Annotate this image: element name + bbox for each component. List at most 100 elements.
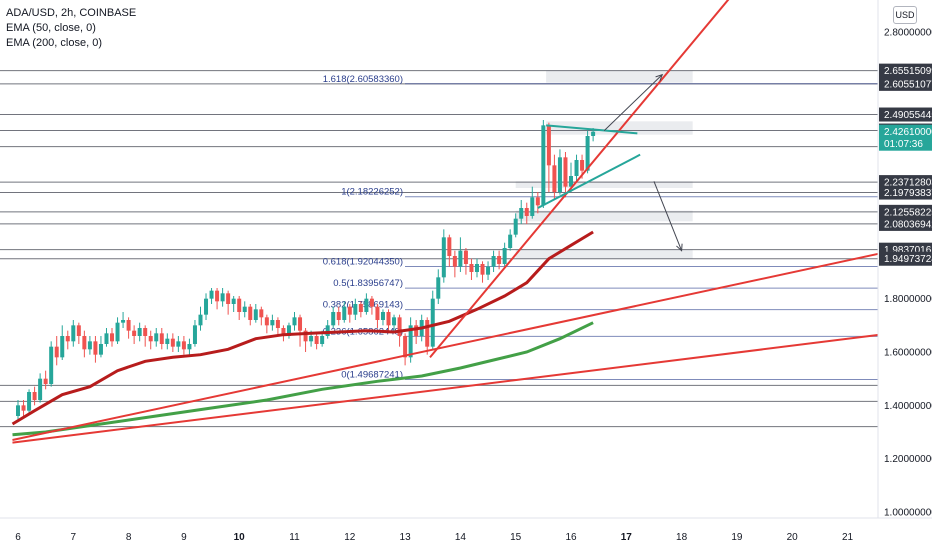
currency-button[interactable]: USD xyxy=(893,6,917,24)
candle-body xyxy=(380,312,385,320)
candle-body xyxy=(530,197,535,216)
time-axis[interactable]: 6 7 8 9 10 11 12 13 14 15 16 17 18 19 20 21 xyxy=(15,532,853,543)
candle-body xyxy=(259,309,264,318)
candle-body xyxy=(392,317,397,326)
price-tick-label: 1.00000000 xyxy=(884,508,932,519)
ema-50-label[interactable]: EMA (50, close, 0) xyxy=(6,22,96,34)
candle-body xyxy=(32,392,37,400)
candle-body xyxy=(82,336,87,350)
candle-body xyxy=(563,157,568,187)
time-tick-label: 14 xyxy=(455,532,467,543)
candle-body xyxy=(325,325,330,336)
candle-body xyxy=(541,125,546,206)
candle-body xyxy=(115,322,120,342)
price-tick-label: 1.60000000 xyxy=(884,348,932,359)
candle-body xyxy=(574,160,579,176)
candle-body xyxy=(580,160,585,171)
trendline xyxy=(537,153,641,209)
candle-body xyxy=(364,298,369,312)
price-tag-label: 2.49055445 xyxy=(884,110,932,121)
candle-body xyxy=(87,341,92,350)
candle-body xyxy=(452,256,457,267)
candle-body xyxy=(148,336,153,342)
candle-body xyxy=(414,325,419,336)
candle-body xyxy=(104,333,109,344)
price-tag-label: 2.42610000 xyxy=(884,127,932,138)
ema-50-line xyxy=(11,230,594,426)
candle-body xyxy=(347,306,352,315)
price-tag xyxy=(879,107,932,122)
price-tag xyxy=(879,124,932,151)
countdown-label: 01:07:36 xyxy=(884,139,923,150)
time-tick-label: 20 xyxy=(787,532,799,543)
candle-body xyxy=(303,330,308,342)
candle-body xyxy=(159,333,164,344)
candle-body xyxy=(491,256,496,267)
candle-body xyxy=(264,317,269,326)
candle-body xyxy=(209,290,214,299)
time-tick-label: 17 xyxy=(621,532,633,543)
time-tick-label: 15 xyxy=(510,532,522,543)
candle-body xyxy=(237,298,242,312)
candle-body xyxy=(176,341,181,347)
ema-200-label[interactable]: EMA (200, close, 0) xyxy=(6,37,102,49)
price-axis[interactable]: 2.80000000 1.80000000 1.60000000 1.40000000… xyxy=(879,28,932,519)
price-tag xyxy=(879,185,932,200)
candle-body xyxy=(486,266,491,275)
candle-body xyxy=(353,304,358,315)
time-tick-label: 10 xyxy=(234,532,246,543)
price-zone xyxy=(515,249,693,259)
candle-body xyxy=(226,293,231,304)
candle-body xyxy=(170,338,175,347)
trendline xyxy=(429,0,730,358)
supply-demand-zones xyxy=(515,70,693,259)
candle-body xyxy=(425,320,430,347)
fib-level-label: 1(2.18226252) xyxy=(341,187,403,198)
candle-body xyxy=(181,341,186,350)
candle-body xyxy=(591,131,596,136)
chart-legend: ADA/USD, 2h, COINBASE EMA (50, close, 0)… xyxy=(6,6,136,51)
candle-body xyxy=(535,197,540,206)
candle-body xyxy=(60,336,65,358)
trendline xyxy=(546,124,638,135)
candle-body xyxy=(65,336,70,342)
fib-level-label: 0.618(1.92044350) xyxy=(323,257,403,268)
candle-body xyxy=(275,320,280,328)
candle-body xyxy=(281,328,286,336)
candle-body xyxy=(463,250,468,264)
time-tick-label: 7 xyxy=(71,532,77,543)
price-tick-label: 1.80000000 xyxy=(884,294,932,305)
time-tick-label: 6 xyxy=(15,532,21,543)
candle-body xyxy=(546,125,551,166)
candle-body xyxy=(220,293,225,302)
candle-body xyxy=(336,312,341,320)
price-tag-label: 2.60551077 xyxy=(884,79,932,90)
fib-level-label: 0.5(1.83956747) xyxy=(333,278,403,289)
symbol-title[interactable]: ADA/USD, 2h, COINBASE xyxy=(6,7,137,19)
price-zone xyxy=(515,210,693,222)
price-tag-label: 2.65515099 xyxy=(884,66,932,77)
candle-body xyxy=(215,290,220,302)
candle-body xyxy=(165,338,170,344)
candle-body xyxy=(98,344,103,355)
candle-body xyxy=(54,346,59,358)
candle-body xyxy=(585,136,590,171)
candle-body xyxy=(248,306,253,320)
candle-body xyxy=(298,317,303,331)
candle-body xyxy=(508,234,513,248)
candle-body xyxy=(386,312,391,326)
candle-body xyxy=(137,328,142,336)
candle-body xyxy=(552,165,557,192)
price-tag-label: 2.12558225 xyxy=(884,207,932,218)
candle-body xyxy=(154,333,159,342)
candle-body xyxy=(110,333,115,342)
price-zone xyxy=(515,181,693,188)
ema-lines xyxy=(11,230,594,437)
candle-body xyxy=(93,341,98,355)
candle-body xyxy=(441,237,446,278)
candle-body xyxy=(242,306,247,312)
price-tag xyxy=(879,204,932,219)
candle-body xyxy=(21,405,26,411)
candle-body xyxy=(403,336,408,358)
